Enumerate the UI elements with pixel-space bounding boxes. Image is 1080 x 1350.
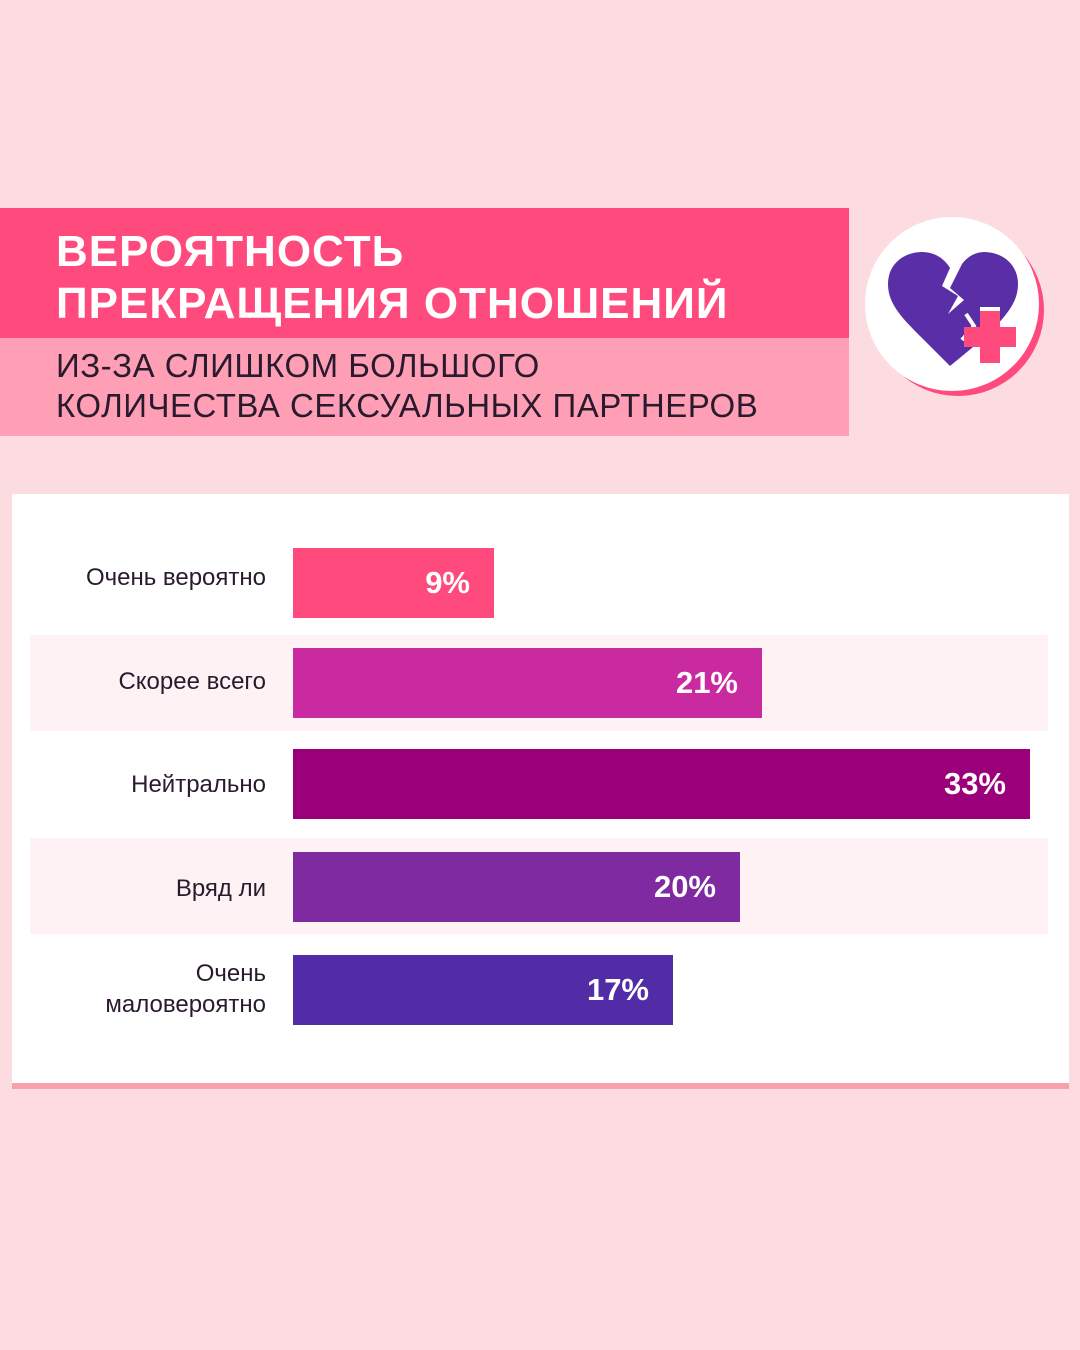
- broken-heart-badge: [862, 214, 1048, 400]
- bar-value-label: 9%: [425, 565, 470, 600]
- bar: 20%: [293, 852, 740, 922]
- category-label: Вряд ли: [175, 875, 266, 902]
- subtitle-line-1: ИЗ-ЗА СЛИШКОМ БОЛЬШОГО: [56, 347, 540, 384]
- chart-panel: Очень вероятно Скорее всего Нейтрально В…: [12, 494, 1069, 1089]
- category-label: Очень маловероятно: [105, 960, 266, 1018]
- bar-value-label: 20%: [653, 869, 716, 904]
- bar-value-label: 33%: [943, 766, 1006, 801]
- category-label: Скорее всего: [118, 668, 266, 695]
- category-label: Нейтрально: [131, 771, 266, 798]
- title-line-1: ВЕРОЯТНОСТЬ: [56, 227, 405, 276]
- subtitle-banner: ИЗ-ЗА СЛИШКОМ БОЛЬШОГО КОЛИЧЕСТВА СЕКСУА…: [0, 338, 849, 436]
- subtitle-line-2: КОЛИЧЕСТВА СЕКСУАЛЬНЫХ ПАРТНЕРОВ: [56, 387, 759, 424]
- title-line-2: ПРЕКРАЩЕНИЯ ОТНОШЕНИЙ: [56, 279, 729, 328]
- bar: 21%: [293, 648, 762, 718]
- bar-value-label: 17%: [586, 972, 649, 1007]
- title-banner: ВЕРОЯТНОСТЬ ПРЕКРАЩЕНИЯ ОТНОШЕНИЙ: [0, 208, 849, 338]
- bar: 33%: [293, 749, 1030, 819]
- category-label: Очень вероятно: [85, 564, 266, 591]
- broken-heart-plus-icon: [865, 217, 1044, 396]
- bar-value-label: 21%: [675, 665, 738, 700]
- bar: 9%: [293, 548, 494, 618]
- bar: 17%: [293, 955, 673, 1025]
